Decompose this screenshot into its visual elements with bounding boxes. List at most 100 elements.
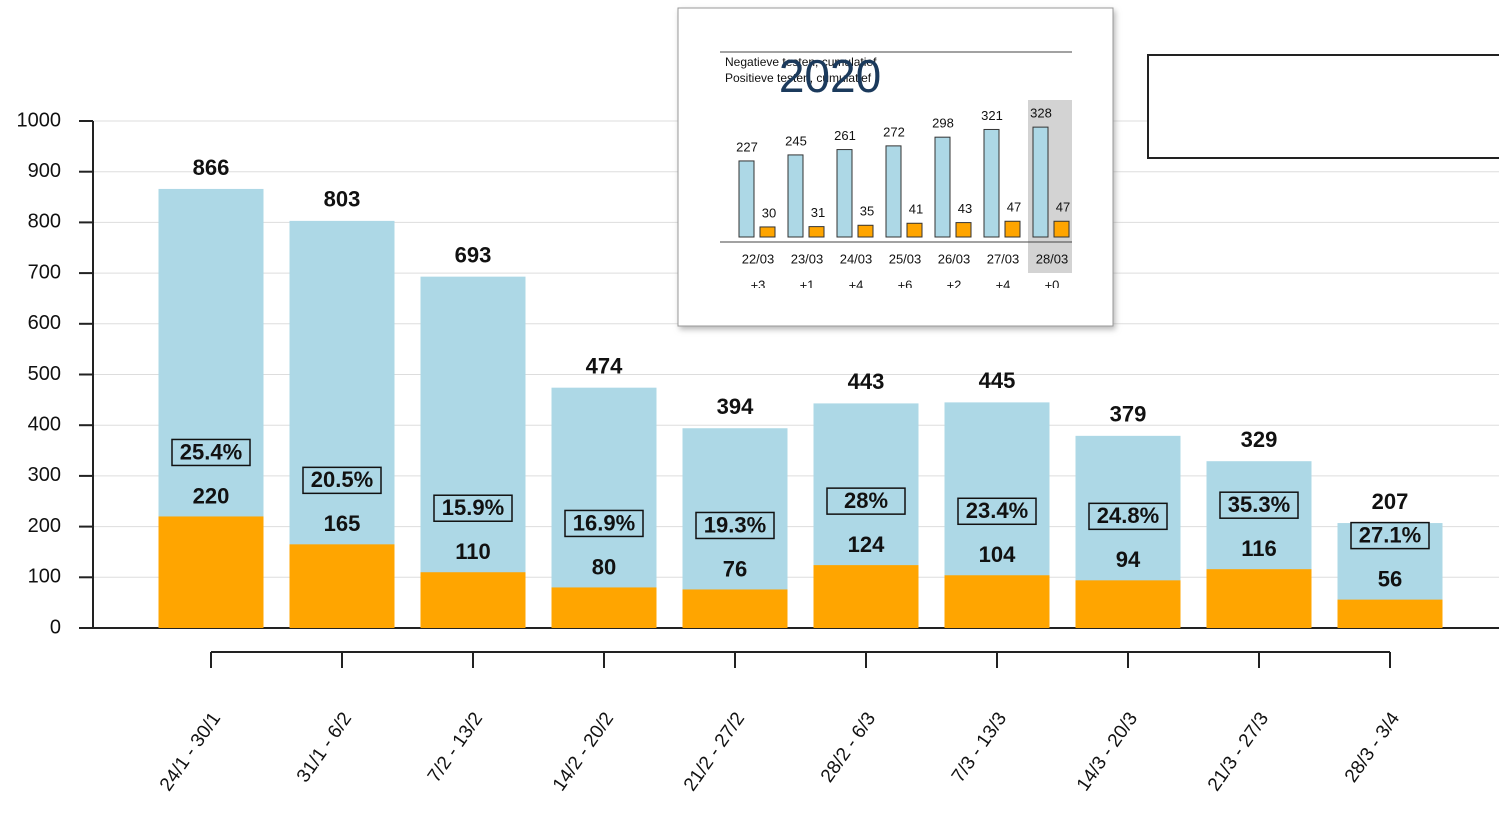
x-tick-label: 28/3 - 3/4 bbox=[1341, 708, 1404, 786]
value-label: 35 bbox=[860, 204, 874, 219]
value-label: 124 bbox=[848, 532, 885, 557]
value-label: 693 bbox=[455, 242, 492, 267]
percent-box bbox=[957, 497, 1037, 526]
x-tick-label: 26/03 bbox=[938, 251, 971, 266]
inset-chart: Negatieve testen, cumulatief Positieve te… bbox=[677, 7, 1114, 327]
percent-box bbox=[564, 509, 644, 538]
bar bbox=[158, 516, 264, 628]
value-label: 474 bbox=[586, 353, 623, 378]
bar bbox=[1337, 599, 1443, 628]
value-label: 220 bbox=[193, 483, 230, 508]
percent-label: 23.4% bbox=[966, 498, 1028, 523]
value-label: 43 bbox=[958, 201, 972, 216]
value-label: 110 bbox=[455, 539, 491, 564]
y-tick-label: 100 bbox=[28, 566, 61, 588]
value-label: 76 bbox=[723, 556, 747, 581]
y-tick-label: 900 bbox=[28, 160, 61, 182]
percent-box bbox=[1350, 521, 1430, 550]
percent-label: 27.1% bbox=[1359, 522, 1421, 547]
value-label: 80 bbox=[592, 554, 616, 579]
y-tick-label: 1000 bbox=[17, 109, 62, 131]
value-label: 443 bbox=[848, 369, 885, 394]
bar bbox=[420, 572, 526, 628]
x-tick-label: 21/2 - 27/2 bbox=[680, 709, 749, 795]
percent-label: 35.3% bbox=[1228, 492, 1290, 517]
value-label: 30 bbox=[762, 205, 776, 220]
y-tick-label: 700 bbox=[28, 261, 61, 283]
value-label: 272 bbox=[883, 124, 905, 139]
bar bbox=[836, 149, 853, 238]
x-tick-label: 28/03 bbox=[1036, 251, 1069, 266]
bar bbox=[906, 222, 923, 238]
value-label: 261 bbox=[834, 128, 856, 143]
y-tick-label: 200 bbox=[28, 515, 61, 537]
bar bbox=[983, 128, 1000, 238]
percent-label: 15.9% bbox=[442, 495, 504, 520]
x-tick-label: 7/3 - 13/3 bbox=[948, 709, 1011, 787]
bar bbox=[551, 587, 657, 628]
bar bbox=[1206, 569, 1312, 628]
percent-box bbox=[302, 466, 382, 495]
value-label: 329 bbox=[1241, 427, 1278, 452]
inset-title: 2020 bbox=[779, 50, 881, 102]
y-tick-label: 300 bbox=[28, 464, 61, 486]
percent-box bbox=[1088, 502, 1168, 531]
x-tick-label: 28/2 - 6/3 bbox=[817, 709, 880, 787]
value-label: 94 bbox=[1116, 547, 1141, 572]
value-label: 298 bbox=[932, 116, 954, 131]
percent-label: 24.8% bbox=[1097, 503, 1159, 528]
value-label: 47 bbox=[1007, 200, 1021, 215]
bar bbox=[1053, 220, 1070, 238]
percent-label: 19.3% bbox=[704, 512, 766, 537]
percent-box bbox=[695, 511, 775, 540]
x-tick-label: 24/03 bbox=[840, 251, 873, 266]
y-tick-label: 0 bbox=[50, 616, 61, 638]
x-tick-label: 14/3 - 20/3 bbox=[1073, 709, 1142, 795]
bar bbox=[955, 222, 972, 238]
value-label: 245 bbox=[785, 133, 807, 148]
percent-label: 16.9% bbox=[573, 510, 635, 535]
value-label: 866 bbox=[193, 155, 230, 180]
bar bbox=[885, 145, 902, 238]
percent-box bbox=[826, 487, 906, 515]
x-tick-label: 7/2 - 13/2 bbox=[424, 709, 487, 787]
value-label: 394 bbox=[717, 394, 754, 419]
value-label: 803 bbox=[324, 187, 361, 212]
bar bbox=[289, 544, 395, 628]
value-label: 379 bbox=[1110, 402, 1147, 427]
value-label: 56 bbox=[1378, 566, 1402, 591]
bar bbox=[738, 160, 755, 238]
x-tick-label: 27/03 bbox=[987, 251, 1020, 266]
bar bbox=[1004, 220, 1021, 238]
bar bbox=[420, 276, 526, 628]
percent-box bbox=[171, 438, 251, 467]
percent-label: 28% bbox=[844, 488, 888, 513]
value-label: 41 bbox=[909, 202, 923, 217]
x-tick-label: 22/03 bbox=[742, 251, 775, 266]
x-tick-label: 31/1 - 6/2 bbox=[293, 709, 356, 787]
bar bbox=[682, 589, 788, 628]
value-label: 445 bbox=[979, 368, 1016, 393]
bar bbox=[944, 575, 1050, 628]
bar bbox=[759, 226, 776, 238]
bar bbox=[934, 136, 951, 238]
x-tick-label: 24/1 - 30/1 bbox=[156, 709, 225, 795]
x-tick-label: 14/2 - 20/2 bbox=[549, 709, 618, 795]
y-tick-label: 600 bbox=[28, 312, 61, 334]
legend-label: Positieve testen, cumulatief bbox=[725, 71, 872, 85]
x-tick-label: 25/03 bbox=[889, 251, 922, 266]
percent-box bbox=[1219, 491, 1299, 519]
value-label: 47 bbox=[1056, 200, 1070, 215]
value-label: 165 bbox=[324, 511, 361, 536]
bar bbox=[857, 224, 874, 238]
x-tick-label: 21/3 - 27/3 bbox=[1204, 709, 1273, 795]
bar bbox=[787, 154, 804, 238]
value-label: 227 bbox=[736, 139, 758, 154]
legend-box bbox=[1147, 54, 1499, 159]
y-tick-label: 800 bbox=[28, 211, 61, 233]
bar bbox=[813, 565, 919, 628]
inset-clip bbox=[700, 288, 1100, 318]
x-tick-label: 23/03 bbox=[791, 251, 824, 266]
percent-box bbox=[433, 494, 513, 522]
